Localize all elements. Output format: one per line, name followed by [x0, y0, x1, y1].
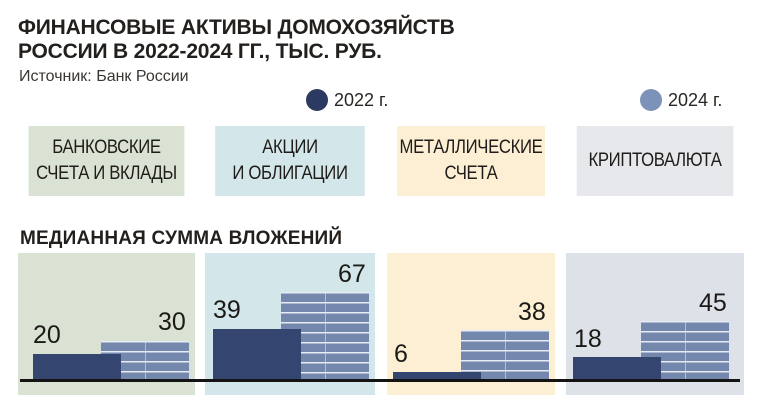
value-stocks-2024: 67: [338, 260, 366, 288]
category-label: АКЦИИ: [262, 137, 318, 158]
category-crypto: КРИПТОВАЛЮТА: [576, 126, 734, 196]
bar-stocks-2022: [213, 329, 301, 380]
legend-label-2022: 2022 г.: [334, 89, 389, 110]
chart-subtitle: МЕДИАННАЯ СУММА ВЛОЖЕНИЙ: [20, 228, 343, 249]
category-label: И ОБЛИГАЦИИ: [232, 163, 348, 184]
value-banking-2022: 20: [33, 321, 61, 349]
legend-dot-2024-icon: [640, 89, 662, 111]
bar-metal-2022: [393, 372, 481, 380]
category-label: МЕТАЛЛИЧЕСКИЕ: [399, 137, 543, 158]
category-banking: БАНКОВСКИЕ СЧЕТА И ВКЛАДЫ: [28, 126, 185, 196]
category-label: СЧЕТА: [444, 163, 498, 184]
bar-metal-2024: [461, 330, 549, 380]
chart-title: ФИНАНСОВЫЕ АКТИВЫ ДОМОХОЗЯЙСТВ РОССИИ В …: [18, 16, 455, 64]
legend-item-2024: 2024 г.: [640, 89, 722, 111]
category-metal-accounts: МЕТАЛЛИЧЕСКИЕ СЧЕТА: [397, 126, 545, 196]
category-label: СЧЕТА И ВКЛАДЫ: [36, 163, 177, 184]
value-banking-2024: 30: [158, 308, 186, 336]
legend-dot-2022-icon: [306, 89, 328, 111]
value-metal-2022: 6: [394, 340, 408, 368]
value-crypto-2024: 45: [699, 289, 727, 317]
value-stocks-2022: 39: [213, 296, 241, 324]
category-label: БАНКОВСКИЕ: [52, 137, 161, 158]
legend-item-2022: 2022 г.: [306, 89, 388, 111]
source-note: Источник: Банк России: [19, 68, 189, 85]
x-axis-baseline: [20, 379, 740, 382]
value-metal-2024: 38: [518, 298, 546, 326]
title-line-2: РОССИИ В 2022-2024 ГГ., ТЫС. РУБ.: [18, 40, 382, 63]
title-line-1: ФИНАНСОВЫЕ АКТИВЫ ДОМОХОЗЯЙСТВ: [18, 16, 455, 39]
bar-banking-2022: [33, 354, 121, 380]
value-crypto-2022: 18: [574, 325, 602, 353]
category-stocks-bonds: АКЦИИ И ОБЛИГАЦИИ: [215, 126, 365, 196]
legend-label-2024: 2024 г.: [668, 89, 723, 110]
bar-crypto-2022: [573, 357, 661, 380]
category-label: КРИПТОВАЛЮТА: [588, 150, 722, 171]
